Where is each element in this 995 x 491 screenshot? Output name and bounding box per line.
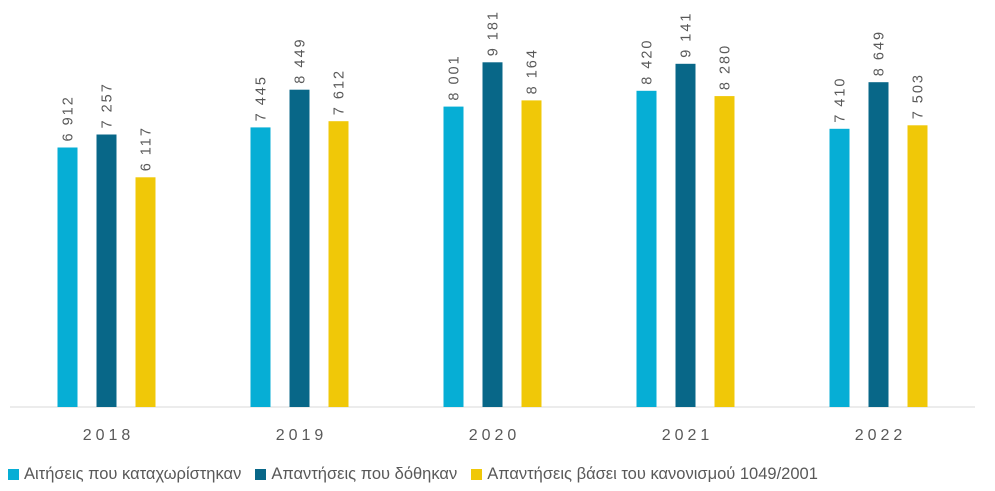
data-label-2020-series-2: 9 181 [486, 10, 502, 56]
legend-swatch-series-1 [8, 468, 19, 480]
legend-swatch-series-3 [471, 468, 483, 480]
data-label-2021-series-1: 8 420 [640, 39, 656, 85]
data-label-2021-series-2: 9 141 [679, 12, 695, 58]
x-tick-label-2022: 2022 [855, 427, 907, 444]
data-label-2022-series-3: 7 503 [911, 73, 927, 119]
data-label-2022-series-2: 8 649 [872, 30, 888, 76]
bar-2020-series-3 [521, 100, 542, 408]
data-label-2021-series-3: 8 280 [718, 44, 734, 90]
data-label-2018-series-2: 7 257 [100, 82, 116, 128]
legend-item-series-1: Αιτήσεις που καταχωρίστηκαν [8, 465, 241, 484]
bar-2018-series-1 [57, 147, 78, 407]
bar-2018-series-2 [96, 134, 117, 407]
legend-label-series-3: Απαντήσεις βάσει του κανονισμού 1049/200… [487, 464, 818, 483]
bars-group [57, 62, 928, 408]
legend-label-series-1: Αιτήσεις που καταχωρίστηκαν [24, 464, 242, 483]
legend-item-series-2: Απαντήσεις που δόθηκαν [255, 465, 457, 484]
bar-2019-series-2 [289, 89, 310, 407]
bar-2021-series-1 [636, 90, 657, 408]
bar-2020-series-2 [482, 62, 503, 408]
bar-2020-series-1 [443, 106, 464, 407]
bar-2021-series-3 [714, 96, 735, 407]
data-label-2018-series-1: 6 912 [61, 95, 77, 141]
data-label-2018-series-3: 6 117 [139, 126, 155, 171]
x-tick-label-2020: 2020 [469, 427, 521, 444]
x-tick-labels-group: 2018 2019 2020 2021 2022 [83, 427, 907, 444]
bar-2019-series-1 [250, 127, 271, 408]
bar-2022-series-2 [868, 82, 889, 407]
data-label-2022-series-1: 7 410 [833, 77, 849, 123]
data-label-2020-series-3: 8 164 [525, 48, 541, 94]
bar-2019-series-3 [328, 121, 349, 407]
x-tick-label-2021: 2021 [662, 427, 714, 444]
data-labels-group: 6 912 7 257 6 117 7 445 8 449 7 612 8 001 9 181… [61, 10, 927, 171]
bar-2018-series-3 [135, 177, 156, 407]
data-label-2020-series-1: 8 001 [447, 54, 463, 100]
bar-2022-series-1 [829, 128, 850, 408]
legend-item-series-3: Απαντήσεις βάσει του κανονισμού 1049/200… [471, 465, 818, 484]
bar-2021-series-2 [675, 63, 696, 408]
bar-2022-series-3 [907, 125, 928, 408]
x-tick-label-2018: 2018 [83, 427, 135, 444]
data-label-2019-series-2: 8 449 [293, 37, 309, 83]
data-label-2019-series-3: 7 612 [332, 69, 348, 115]
x-tick-label-2019: 2019 [276, 427, 328, 444]
data-label-2019-series-1: 7 445 [254, 75, 270, 121]
legend-label-series-2: Απαντήσεις που δόθηκαν [271, 464, 458, 483]
legend-swatch-series-2 [255, 468, 267, 480]
legend: Αιτήσεις που καταχωρίστηκαν Απαντήσεις π… [8, 463, 993, 485]
